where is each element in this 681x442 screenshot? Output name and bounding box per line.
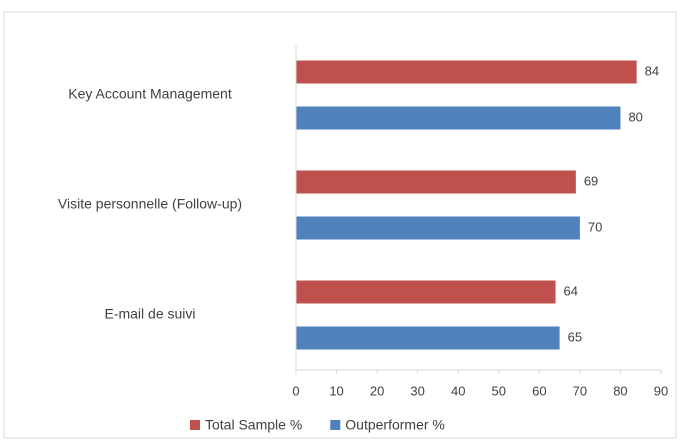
- bar: [296, 170, 576, 194]
- legend-marker: [330, 420, 341, 430]
- value-label: 84: [645, 63, 659, 78]
- x-tick-label: 10: [329, 383, 343, 398]
- y-tick-label: Visite personnelle (Follow-up): [58, 196, 242, 212]
- y-tick-label: E-mail de suivi: [104, 306, 195, 322]
- x-tick-label: 80: [613, 383, 627, 398]
- value-label: 64: [564, 283, 578, 298]
- x-tick-label: 90: [654, 383, 668, 398]
- x-tick-label: 0: [292, 383, 299, 398]
- legend-marker: [190, 420, 200, 430]
- value-label: 80: [628, 109, 642, 124]
- x-tick-label: 50: [492, 383, 506, 398]
- bar: [296, 326, 560, 350]
- legend-label: Total Sample %: [205, 417, 302, 433]
- value-label: 70: [588, 219, 602, 234]
- x-tick-label: 70: [573, 383, 587, 398]
- value-label: 65: [568, 329, 582, 344]
- y-tick-label: Key Account Management: [68, 86, 232, 102]
- bar: [296, 216, 580, 240]
- bar: [296, 106, 621, 130]
- x-tick-label: 20: [370, 383, 384, 398]
- bar: [296, 60, 637, 84]
- x-tick-label: 30: [410, 383, 424, 398]
- bar: [296, 280, 556, 304]
- value-label: 69: [584, 173, 598, 188]
- x-tick-label: 60: [532, 383, 546, 398]
- x-tick-label: 40: [451, 383, 465, 398]
- legend-label: Outperformer %: [345, 417, 445, 433]
